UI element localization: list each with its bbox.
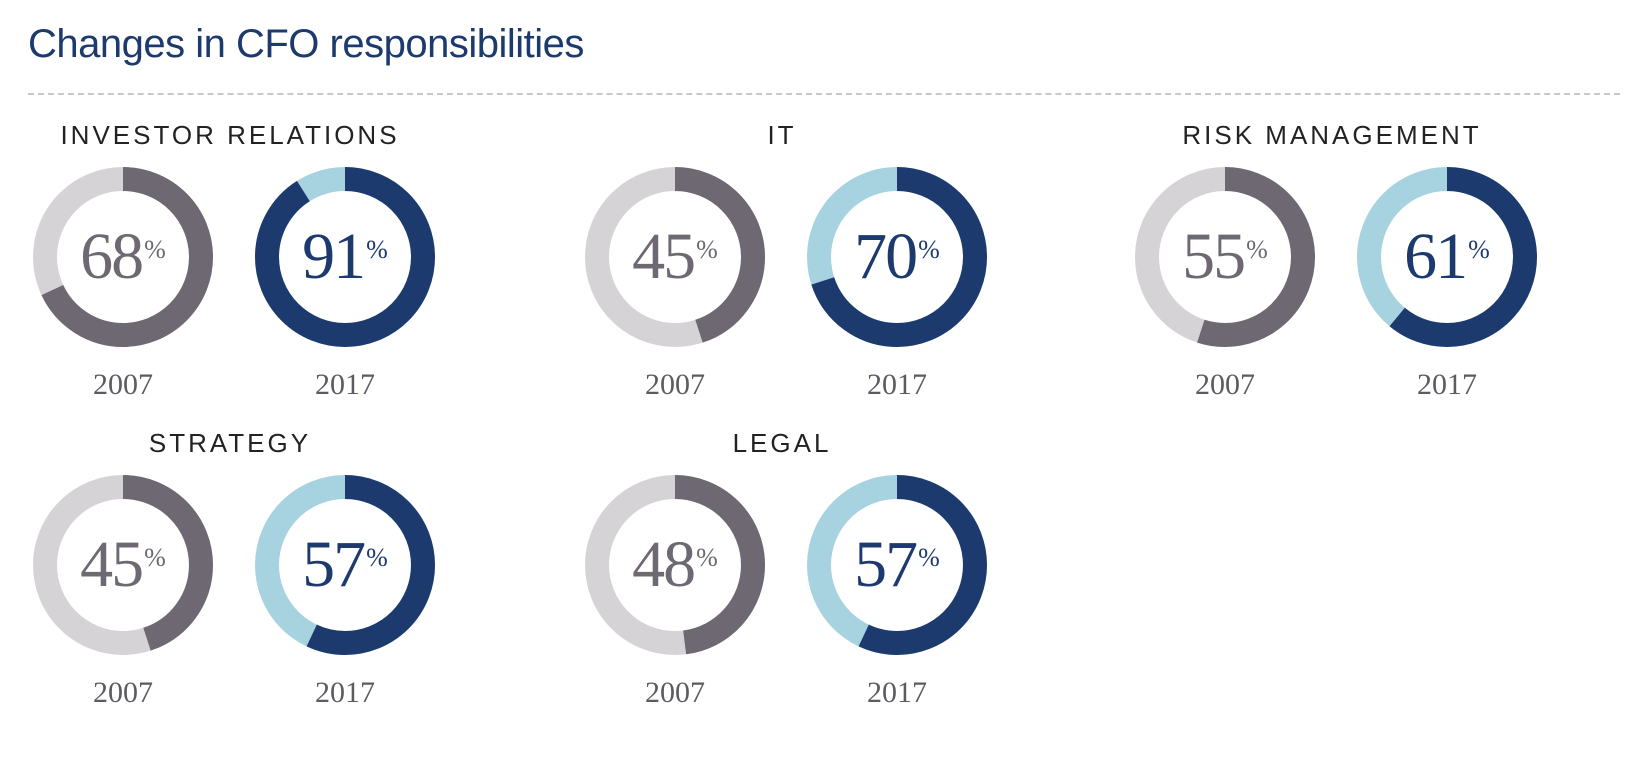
year-label: 2007 <box>1195 368 1255 401</box>
group-label: STRATEGY <box>148 428 312 458</box>
percent-value: 61 <box>1404 220 1468 293</box>
percent-label: 70% <box>802 162 992 352</box>
donut-2007: 68% <box>28 162 218 352</box>
year-label: 2007 <box>645 368 705 401</box>
group-strategy: STRATEGY 45% 2007 57% 2017 <box>20 428 440 738</box>
donut-svg <box>33 167 213 347</box>
donut-2017: 91% <box>250 162 440 352</box>
percent-symbol: % <box>144 543 166 572</box>
year-label: 2007 <box>93 368 153 401</box>
percent-symbol: % <box>1468 235 1490 264</box>
percent-label: 48% <box>580 470 770 660</box>
percent-label: 45% <box>28 470 218 660</box>
percent-value: 57 <box>302 528 366 601</box>
donut-svg <box>585 167 765 347</box>
percent-label: 55% <box>1130 162 1320 352</box>
donut-2017: 61% <box>1352 162 1542 352</box>
donut-value-arc <box>585 167 765 347</box>
year-label: 2017 <box>315 676 375 709</box>
donut-svg <box>33 475 213 655</box>
group-label: LEGAL <box>732 428 832 458</box>
percent-value: 91 <box>302 220 366 293</box>
percent-value: 45 <box>80 528 144 601</box>
donut-svg <box>1135 167 1315 347</box>
donut-svg <box>1357 167 1537 347</box>
percent-value: 68 <box>80 220 144 293</box>
donut-value-arc <box>1135 167 1315 347</box>
group-risk-management: RISK MANAGEMENT 55% 2007 61% 2017 <box>1122 120 1542 430</box>
donut-2007: 55% <box>1130 162 1320 352</box>
percent-symbol: % <box>696 543 718 572</box>
percent-label: 57% <box>802 470 992 660</box>
percent-symbol: % <box>1246 235 1268 264</box>
donut-2017: 57% <box>250 470 440 660</box>
group-it: IT 45% 2007 70% 2017 <box>572 120 992 430</box>
donut-svg <box>807 475 987 655</box>
donut-2007: 45% <box>580 162 770 352</box>
donut-svg <box>255 475 435 655</box>
percent-label: 91% <box>250 162 440 352</box>
donut-value-arc <box>807 475 987 655</box>
year-label: 2017 <box>867 368 927 401</box>
donut-value-arc <box>255 167 435 347</box>
percent-symbol: % <box>366 543 388 572</box>
percent-value: 57 <box>854 528 918 601</box>
dashed-divider <box>28 93 1620 95</box>
percent-symbol: % <box>144 235 166 264</box>
percent-value: 48 <box>632 528 696 601</box>
donut-value-arc <box>807 167 987 347</box>
donut-2017: 57% <box>802 470 992 660</box>
percent-value: 70 <box>854 220 918 293</box>
year-label: 2007 <box>93 676 153 709</box>
donut-value-arc <box>585 475 765 655</box>
group-label: RISK MANAGEMENT <box>1182 120 1482 150</box>
donut-svg <box>585 475 765 655</box>
percent-label: 68% <box>28 162 218 352</box>
percent-label: 61% <box>1352 162 1542 352</box>
group-label: INVESTOR RELATIONS <box>60 120 400 150</box>
group-investor-relations: INVESTOR RELATIONS 68% 2007 91% 2017 <box>20 120 440 430</box>
donut-svg <box>255 167 435 347</box>
percent-label: 57% <box>250 470 440 660</box>
percent-value: 45 <box>632 220 696 293</box>
percent-symbol: % <box>918 235 940 264</box>
percent-label: 45% <box>580 162 770 352</box>
percent-symbol: % <box>918 543 940 572</box>
percent-value: 55 <box>1182 220 1246 293</box>
year-label: 2017 <box>1417 368 1477 401</box>
donut-2017: 70% <box>802 162 992 352</box>
group-label: IT <box>767 120 797 150</box>
year-label: 2017 <box>315 368 375 401</box>
donut-value-arc <box>33 167 213 347</box>
donut-value-arc <box>255 475 435 655</box>
year-label: 2017 <box>867 676 927 709</box>
donut-2007: 45% <box>28 470 218 660</box>
group-legal: LEGAL 48% 2007 57% 2017 <box>572 428 992 738</box>
donut-2007: 48% <box>580 470 770 660</box>
year-label: 2007 <box>645 676 705 709</box>
donut-svg <box>807 167 987 347</box>
chart-title: Changes in CFO responsibilities <box>28 22 584 66</box>
percent-symbol: % <box>366 235 388 264</box>
donut-value-arc <box>33 475 213 655</box>
donut-value-arc <box>1357 167 1537 347</box>
percent-symbol: % <box>696 235 718 264</box>
